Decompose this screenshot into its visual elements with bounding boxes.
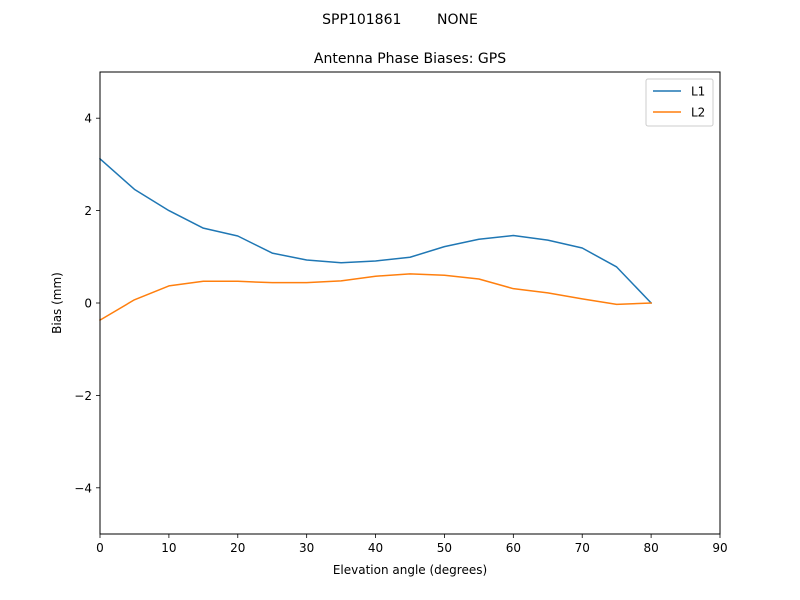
- series-line-l2: [98, 273, 652, 322]
- x-tick-label: 50: [437, 541, 452, 555]
- x-tick-label: 20: [230, 541, 245, 555]
- legend: L1 L2: [645, 78, 714, 127]
- x-tick-label: 60: [506, 541, 521, 555]
- series-line-l1: [98, 157, 653, 305]
- x-axis-label: Elevation angle (degrees): [333, 563, 487, 577]
- chart-title: Antenna Phase Biases: GPS: [314, 51, 506, 67]
- figure-suptitle: SPP101861 NONE: [322, 12, 478, 28]
- legend-label-l2: L2: [691, 106, 705, 120]
- series-layer: [98, 157, 653, 322]
- plot-frame: [99, 71, 721, 535]
- y-tick-label: −4: [74, 481, 92, 495]
- ticks-layer: 0 10 20 30 40 50 60 70 80 90 −4 −2 0 2 4: [74, 112, 727, 555]
- x-tick-label: 70: [575, 541, 590, 555]
- legend-label-l1: L1: [691, 85, 705, 99]
- y-tick-label: −2: [74, 389, 92, 403]
- y-tick-label: 4: [84, 112, 92, 126]
- y-tick-label: 0: [84, 297, 92, 311]
- x-tick-label: 0: [96, 541, 104, 555]
- y-axis-label: Bias (mm): [50, 272, 64, 334]
- y-tick-label: 2: [84, 204, 92, 218]
- x-tick-label: 30: [299, 541, 314, 555]
- x-tick-label: 40: [368, 541, 383, 555]
- x-tick-label: 10: [161, 541, 176, 555]
- x-tick-label: 80: [643, 541, 658, 555]
- x-tick-label: 90: [712, 541, 727, 555]
